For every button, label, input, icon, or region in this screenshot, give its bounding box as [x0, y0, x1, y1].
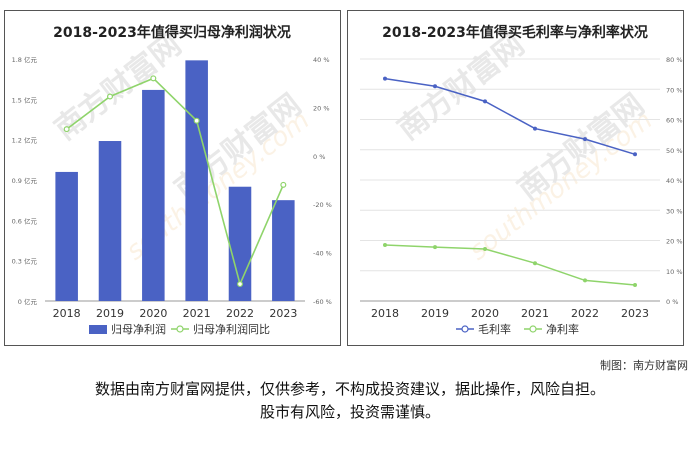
series-point-1-2021 [533, 261, 537, 266]
series-point-0-2023 [633, 152, 637, 157]
y-right-tick-label: 30 % [666, 207, 683, 215]
yoy-point-2022 [237, 281, 244, 288]
x-tick-label: 2021 [521, 307, 549, 320]
y-right-tick-label: 0 % [666, 298, 678, 306]
chart-title: 2018-2023年值得买毛利率与净利率状况 [382, 24, 648, 41]
legend-marker-gross [461, 325, 469, 333]
series-point-1-2023 [633, 282, 637, 287]
x-tick-label: 2019 [421, 307, 449, 320]
x-tick-label: 2022 [226, 307, 254, 320]
yoy-point-2018 [63, 126, 70, 133]
y-left-tick-label: 1.2 亿元 [12, 136, 38, 145]
legend-swatch-bar [89, 325, 107, 334]
legend-marker-line [176, 325, 184, 333]
right-chart-panel: 南方财富网 southmoney.com 南方财富网 2018-2023年值得买毛利率… [347, 10, 684, 346]
y-right-tick-label: 40 % [313, 56, 330, 64]
y-left-tick-label: 1.5 亿元 [12, 95, 38, 104]
y-left-tick-label: 0.6 亿元 [12, 216, 38, 225]
net-profit-chart: 南方财富网southmoney.com南方财富网2018-2023年值得买归母净… [12, 24, 332, 336]
series-point-1-2018 [383, 243, 387, 248]
series-point-0-2022 [583, 137, 587, 142]
watermark-brand: 南方财富网 [391, 27, 531, 147]
y-right-tick-label: -20 % [313, 201, 332, 209]
x-tick-label: 2022 [571, 307, 599, 320]
legend-label-gross: 毛利率 [478, 322, 511, 336]
legend-label-line: 归母净利润同比 [193, 322, 270, 336]
chart-credit: 制图：南方财富网 [600, 359, 688, 372]
legend-marker-net [529, 325, 537, 333]
y-left-tick-label: 0.9 亿元 [12, 176, 38, 185]
series-point-0-2018 [383, 76, 387, 81]
x-tick-label: 2020 [139, 307, 167, 320]
yoy-point-2021 [193, 117, 200, 124]
legend-label-bar: 归母净利润 [111, 322, 166, 336]
y-left-tick-label: 1.8 亿元 [12, 55, 38, 64]
series-point-0-2019 [433, 84, 437, 89]
y-right-tick-label: 20 % [666, 238, 683, 246]
series-point-0-2020 [483, 99, 487, 104]
x-tick-label: 2021 [183, 307, 211, 320]
x-tick-label: 2023 [621, 307, 649, 320]
left-chart-panel: 南方财富网 southmoney.com 南方财富网 2018-2023年值得买归母净… [4, 10, 341, 346]
x-tick-label: 2023 [269, 307, 297, 320]
bar-2021 [185, 60, 208, 301]
chart-title: 2018-2023年值得买归母净利润状况 [53, 24, 291, 41]
y-right-tick-label: 50 % [666, 147, 683, 155]
disclaimer-line-2: 股市有风险，投资需谨慎。 [259, 403, 440, 421]
y-right-tick-label: 80 % [666, 56, 683, 64]
yoy-line [66, 77, 285, 287]
x-tick-label: 2018 [371, 307, 399, 320]
bar-2020 [142, 89, 165, 301]
y-right-tick-label: 10 % [666, 268, 683, 276]
series-point-1-2019 [433, 245, 437, 250]
y-right-tick-label: 0 % [313, 153, 325, 161]
y-left-tick-label: 0.3 亿元 [12, 257, 38, 266]
series-line-0 [384, 77, 636, 156]
yoy-point-2023 [280, 181, 287, 188]
y-right-tick-label: 20 % [313, 104, 330, 112]
series-point-1-2022 [583, 278, 587, 283]
yoy-point-2019 [106, 93, 113, 100]
series-line-1 [384, 244, 636, 286]
y-left-tick-label: 0 亿元 [18, 297, 38, 306]
margin-chart: 南方财富网southmoney.com南方财富网2018-2023年值得买毛利率… [360, 24, 683, 336]
disclaimer-line-1: 数据由南方财富网提供，仅供参考，不构成投资建议，据此操作，风险自担。 [94, 380, 605, 398]
y-right-tick-label: 40 % [666, 177, 683, 185]
y-right-tick-label: 70 % [666, 86, 683, 94]
y-right-tick-label: -40 % [313, 250, 332, 258]
y-right-tick-label: 60 % [666, 117, 683, 125]
x-tick-label: 2020 [471, 307, 499, 320]
yoy-point-2020 [150, 75, 157, 82]
series-point-1-2020 [483, 246, 487, 251]
series-point-0-2021 [533, 126, 537, 131]
legend-label-net: 净利率 [546, 322, 579, 336]
y-right-tick-label: -60 % [313, 298, 332, 306]
x-tick-label: 2018 [53, 307, 81, 320]
bar-2023 [272, 200, 295, 301]
bar-2018 [55, 171, 78, 301]
x-tick-label: 2019 [96, 307, 124, 320]
bar-2019 [98, 141, 122, 301]
